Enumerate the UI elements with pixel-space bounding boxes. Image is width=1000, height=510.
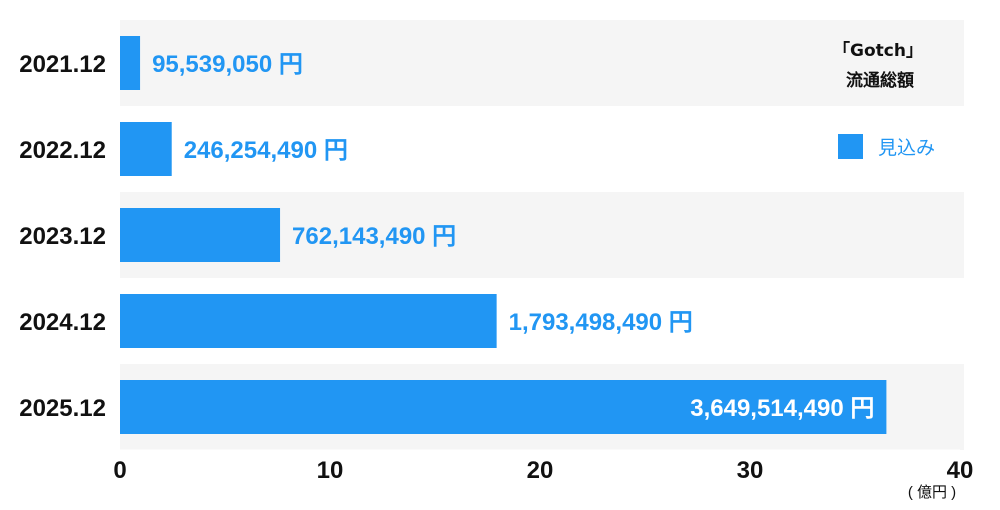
x-tick-label: 20 <box>527 457 554 484</box>
category-label: 2021.12 <box>19 51 106 78</box>
bars <box>120 36 887 434</box>
legend-title-line2: 流通総額 <box>846 70 914 91</box>
category-label: 2025.12 <box>19 395 106 422</box>
bar <box>120 36 141 90</box>
x-axis: 0 10 20 30 40 <box>113 449 974 484</box>
value-label: 1,793,498,490 円 <box>509 309 693 336</box>
value-label: 95,539,050 円 <box>152 51 303 78</box>
x-axis-unit-label: ( 億円 ) <box>908 484 956 501</box>
bar <box>120 208 281 262</box>
x-tick-label: 10 <box>317 457 344 484</box>
bar <box>120 294 497 348</box>
category-label: 2022.12 <box>19 137 106 164</box>
category-label: 2024.12 <box>19 309 106 336</box>
value-label: 246,254,490 円 <box>184 137 348 164</box>
bar <box>120 380 887 434</box>
x-tick-label: 30 <box>737 457 764 484</box>
legend: 「Gotch」 流通総額 見込み <box>833 40 935 159</box>
value-label: 762,143,490 円 <box>292 223 456 250</box>
legend-title-line1: 「Gotch」 <box>833 40 923 61</box>
bar <box>120 122 172 176</box>
category-label: 2023.12 <box>19 223 106 250</box>
value-labels: 95,539,050 円 246,254,490 円 762,143,490 円 1,… <box>152 51 874 422</box>
value-label: 3,649,514,490 円 <box>690 395 874 422</box>
category-labels: 2021.12 2022.12 2023.12 2024.12 2025.12 <box>19 51 106 422</box>
x-tick-label: 40 <box>947 457 974 484</box>
legend-series-label: 見込み <box>878 137 935 159</box>
x-tick-label: 0 <box>113 457 126 484</box>
legend-swatch <box>838 134 863 159</box>
row-band <box>120 20 964 106</box>
